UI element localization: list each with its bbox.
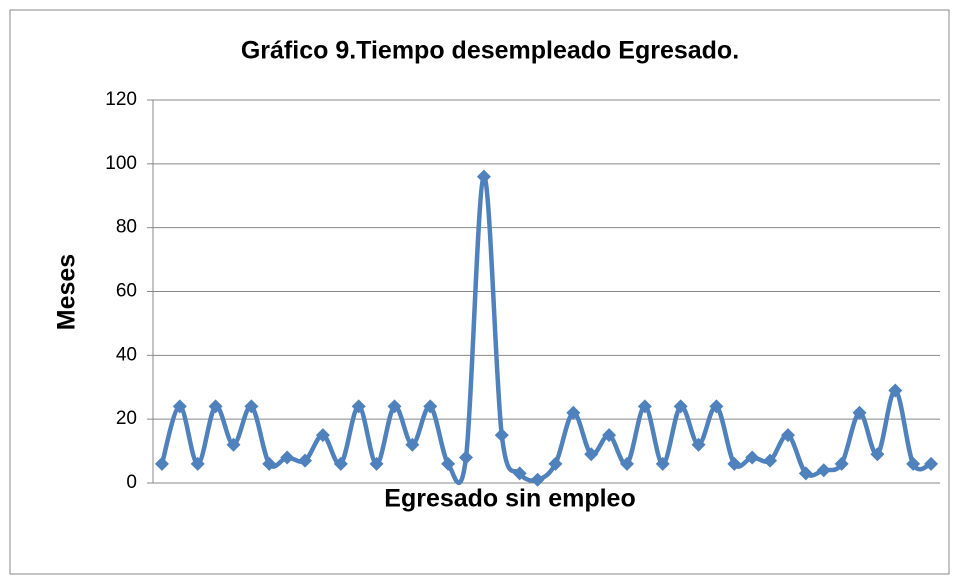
- marker: [655, 456, 670, 471]
- marker: [154, 456, 169, 471]
- marker: [763, 453, 778, 468]
- marker: [512, 466, 527, 481]
- marker: [387, 399, 402, 414]
- marker: [244, 399, 259, 414]
- marker: [584, 447, 599, 462]
- marker: [798, 466, 813, 481]
- marker: [834, 456, 849, 471]
- marker: [780, 428, 795, 443]
- marker: [351, 399, 366, 414]
- y-tick-label: 80: [116, 217, 137, 238]
- marker: [745, 450, 760, 465]
- marker: [333, 456, 348, 471]
- marker: [459, 450, 474, 465]
- y-tick-label: 120: [105, 89, 137, 110]
- marker: [208, 399, 223, 414]
- marker: [727, 456, 742, 471]
- marker: [691, 437, 706, 452]
- marker: [566, 405, 581, 420]
- marker: [226, 437, 241, 452]
- x-axis-label: Egresado sin empleo: [384, 485, 635, 513]
- marker: [888, 383, 903, 398]
- marker: [709, 399, 724, 414]
- marker: [441, 456, 456, 471]
- marker: [369, 456, 384, 471]
- chart-title: Gráfico 9.Tiempo desempleado Egresado.: [241, 37, 739, 65]
- marker: [602, 428, 617, 443]
- y-tick-label: 0: [126, 472, 137, 493]
- y-tick-label: 100: [105, 153, 137, 174]
- marker: [530, 472, 545, 487]
- series-line: [159, 174, 932, 486]
- marker: [852, 405, 867, 420]
- marker: [405, 437, 420, 452]
- marker: [423, 399, 438, 414]
- marker: [262, 456, 277, 471]
- marker: [315, 428, 330, 443]
- marker: [906, 456, 921, 471]
- marker: [190, 456, 205, 471]
- y-tick-label: 40: [116, 344, 137, 365]
- marker: [870, 447, 885, 462]
- marker: [280, 450, 295, 465]
- marker: [298, 453, 313, 468]
- marker: [548, 456, 563, 471]
- marker: [476, 169, 491, 184]
- marker: [494, 428, 509, 443]
- marker: [172, 399, 187, 414]
- y-tick-label: 20: [116, 408, 137, 429]
- y-axis-label: Meses: [53, 254, 81, 330]
- marker: [637, 399, 652, 414]
- marker: [619, 456, 634, 471]
- y-tick-label: 60: [116, 281, 137, 302]
- marker: [816, 463, 831, 478]
- marker: [673, 399, 688, 414]
- marker: [924, 456, 939, 471]
